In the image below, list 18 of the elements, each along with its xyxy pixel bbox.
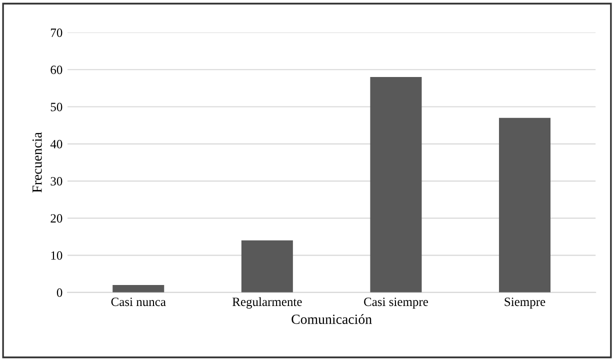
y-tick-label: 10: [51, 251, 62, 260]
y-tick-label: 70: [51, 28, 62, 37]
x-tick-label: Regularmente: [232, 297, 302, 309]
bar: [498, 118, 551, 292]
x-tick-label: Casi siempre: [364, 298, 428, 309]
x-tick-label: Siempre: [504, 298, 546, 309]
bar: [241, 240, 293, 292]
y-tick-label: 0: [56, 288, 62, 297]
y-tick-label: 50: [50, 102, 62, 112]
y-tick-label: 60: [50, 66, 62, 74]
y-tick-label: 40: [50, 140, 62, 148]
x-tick-label: Casi nunca: [111, 298, 166, 306]
bar: [370, 77, 422, 292]
y-tick-label: 30: [50, 177, 62, 186]
bar: [112, 284, 164, 292]
y-tick-label: 20: [50, 214, 62, 223]
y-axis-title: Frecuencia: [32, 132, 42, 193]
x-axis-title: Comunicación: [292, 314, 372, 324]
